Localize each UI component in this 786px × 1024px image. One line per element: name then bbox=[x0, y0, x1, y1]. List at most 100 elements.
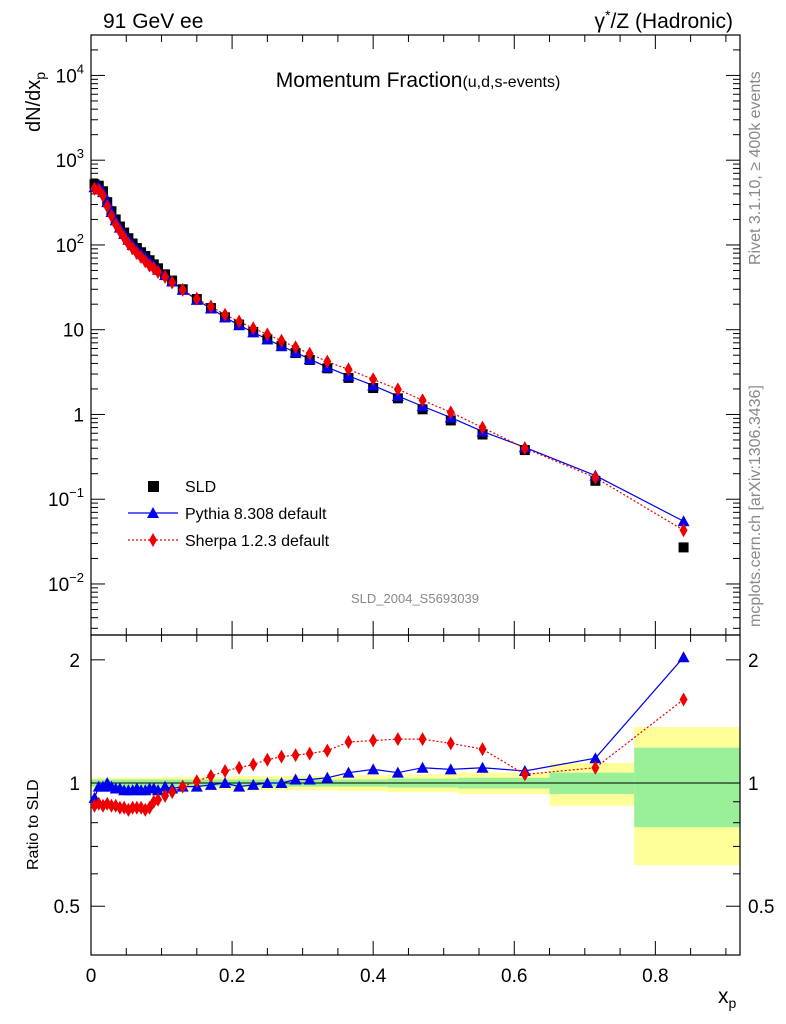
legend-marker-pythia bbox=[147, 507, 159, 518]
pythia-ratio-point bbox=[247, 778, 260, 790]
sherpa-ratio-point bbox=[206, 769, 215, 784]
pythia-ratio-point bbox=[444, 763, 457, 775]
sherpa-point bbox=[263, 327, 272, 342]
sherpa-ratio-point bbox=[128, 800, 137, 815]
pythia-ratio-point bbox=[476, 761, 489, 773]
sherpa-ratio-point bbox=[277, 749, 286, 764]
sherpa-ratio-point bbox=[323, 743, 332, 758]
x-tick-label: 0.4 bbox=[360, 966, 387, 987]
pythia-ratio-point bbox=[159, 780, 172, 792]
y-axis-label: dN/dxp bbox=[23, 72, 48, 132]
mcplots-label: mcplots.cern.ch [arXiv:1306.3436] bbox=[747, 385, 764, 627]
x-tick-label: 0 bbox=[86, 966, 97, 987]
sherpa-ratio-point bbox=[132, 800, 141, 815]
band-inner bbox=[634, 747, 740, 828]
data-series bbox=[88, 179, 690, 817]
sherpa-ratio-point bbox=[178, 779, 187, 794]
y-tick-label: 10 bbox=[63, 321, 84, 342]
sherpa-point bbox=[111, 217, 120, 232]
ratio-tick-label-right: 1 bbox=[748, 774, 759, 795]
sherpa-point bbox=[446, 405, 455, 420]
pythia-ratio-point bbox=[416, 761, 429, 773]
legend-label-sherpa: Sherpa 1.2.3 default bbox=[185, 533, 330, 550]
ratio-tick-label-left: 0.5 bbox=[54, 897, 80, 918]
sherpa-ratio-point bbox=[192, 774, 201, 789]
sherpa-ratio-point bbox=[107, 798, 116, 813]
sherpa-point bbox=[132, 246, 141, 261]
sherpa-point bbox=[249, 321, 258, 336]
pythia-ratio-point bbox=[275, 777, 288, 789]
sherpa-point bbox=[344, 362, 353, 377]
sherpa-ratio-point bbox=[263, 752, 272, 767]
x-tick-label: 0.2 bbox=[219, 966, 245, 987]
sherpa-point bbox=[277, 333, 286, 348]
sherpa-point bbox=[679, 523, 688, 538]
legend: SLD Pythia 8.308 default Sherpa 1.2.3 de… bbox=[128, 479, 330, 550]
pythia-ratio-point bbox=[289, 773, 302, 785]
sherpa-point bbox=[591, 470, 600, 485]
legend-label-pythia: Pythia 8.308 default bbox=[185, 506, 327, 523]
y-tick-label: 10−2 bbox=[48, 570, 84, 596]
pythia-ratio-point bbox=[152, 784, 165, 796]
pythia-ratio-point bbox=[677, 651, 690, 663]
pythia-ratio-point bbox=[219, 777, 232, 789]
sherpa-point bbox=[168, 275, 177, 290]
ratio-plot-frame bbox=[90, 634, 741, 956]
ratio-tick-label-right: 2 bbox=[748, 651, 759, 672]
sherpa-ratio-point bbox=[168, 785, 177, 800]
sherpa-ratio-point bbox=[369, 733, 378, 748]
sherpa-point bbox=[369, 372, 378, 387]
rivet-label: Rivet 3.1.10, ≥ 400k events bbox=[747, 71, 764, 265]
sherpa-ratio-point bbox=[446, 736, 455, 751]
pythia-ratio-point bbox=[391, 766, 404, 778]
legend-marker-sherpa bbox=[149, 533, 157, 547]
sherpa-point bbox=[206, 299, 215, 314]
sherpa-point bbox=[98, 188, 107, 203]
sherpa-point bbox=[154, 264, 163, 279]
sherpa-point bbox=[291, 340, 300, 355]
pythia-ratio-point bbox=[204, 778, 217, 790]
sherpa-point bbox=[323, 354, 332, 369]
sherpa-ratio-point bbox=[221, 764, 230, 779]
pythia-ratio-point bbox=[342, 766, 355, 778]
sherpa-point bbox=[103, 199, 112, 214]
sherpa-ratio-point bbox=[161, 788, 170, 803]
pythia-ratio-point bbox=[303, 773, 316, 785]
x-tick-label: 0.6 bbox=[501, 966, 527, 987]
sherpa-point bbox=[418, 393, 427, 408]
sherpa-ratio-point bbox=[344, 734, 353, 749]
sherpa-ratio-point bbox=[120, 800, 129, 815]
y-tick-label: 103 bbox=[56, 146, 84, 172]
ratio-y-axis-label: Ratio to SLD bbox=[25, 779, 42, 870]
sherpa-point bbox=[161, 269, 170, 284]
sherpa-ratio-point bbox=[235, 760, 244, 775]
legend-label-sld: SLD bbox=[185, 479, 216, 496]
sherpa-point bbox=[178, 282, 187, 297]
x-tick-label: 0.8 bbox=[642, 966, 668, 987]
process-label: 91 GeV ee bbox=[103, 10, 203, 33]
pythia-point bbox=[677, 515, 690, 527]
pythia-ratio-point bbox=[321, 771, 334, 783]
x-axis-label: xp bbox=[718, 985, 737, 1011]
sherpa-point bbox=[221, 307, 230, 322]
sherpa-point bbox=[192, 291, 201, 306]
y-tick-label: 10−1 bbox=[48, 485, 84, 511]
ratio-tick-label-left: 1 bbox=[69, 774, 80, 795]
sherpa-point bbox=[120, 230, 129, 245]
sherpa-ratio-point bbox=[679, 692, 688, 707]
sherpa-ratio-point bbox=[305, 746, 314, 761]
y-tick-label: 1 bbox=[73, 405, 84, 426]
y-tick-label: 102 bbox=[56, 231, 84, 257]
pythia-ratio-point bbox=[589, 752, 602, 764]
beam-label: γ*/Z (Hadronic) bbox=[595, 7, 733, 33]
pythia-ratio-point bbox=[233, 780, 246, 792]
sld-point bbox=[678, 542, 689, 553]
sherpa-ratio-point bbox=[478, 742, 487, 757]
sherpa-ratio-point bbox=[418, 732, 427, 747]
legend-marker-sld bbox=[148, 481, 159, 492]
sherpa-ratio-point bbox=[249, 757, 258, 772]
analysis-watermark: SLD_2004_S5693039 bbox=[351, 591, 479, 606]
ratio-tick-label-left: 2 bbox=[69, 651, 80, 672]
ratio-error-band bbox=[91, 727, 740, 866]
